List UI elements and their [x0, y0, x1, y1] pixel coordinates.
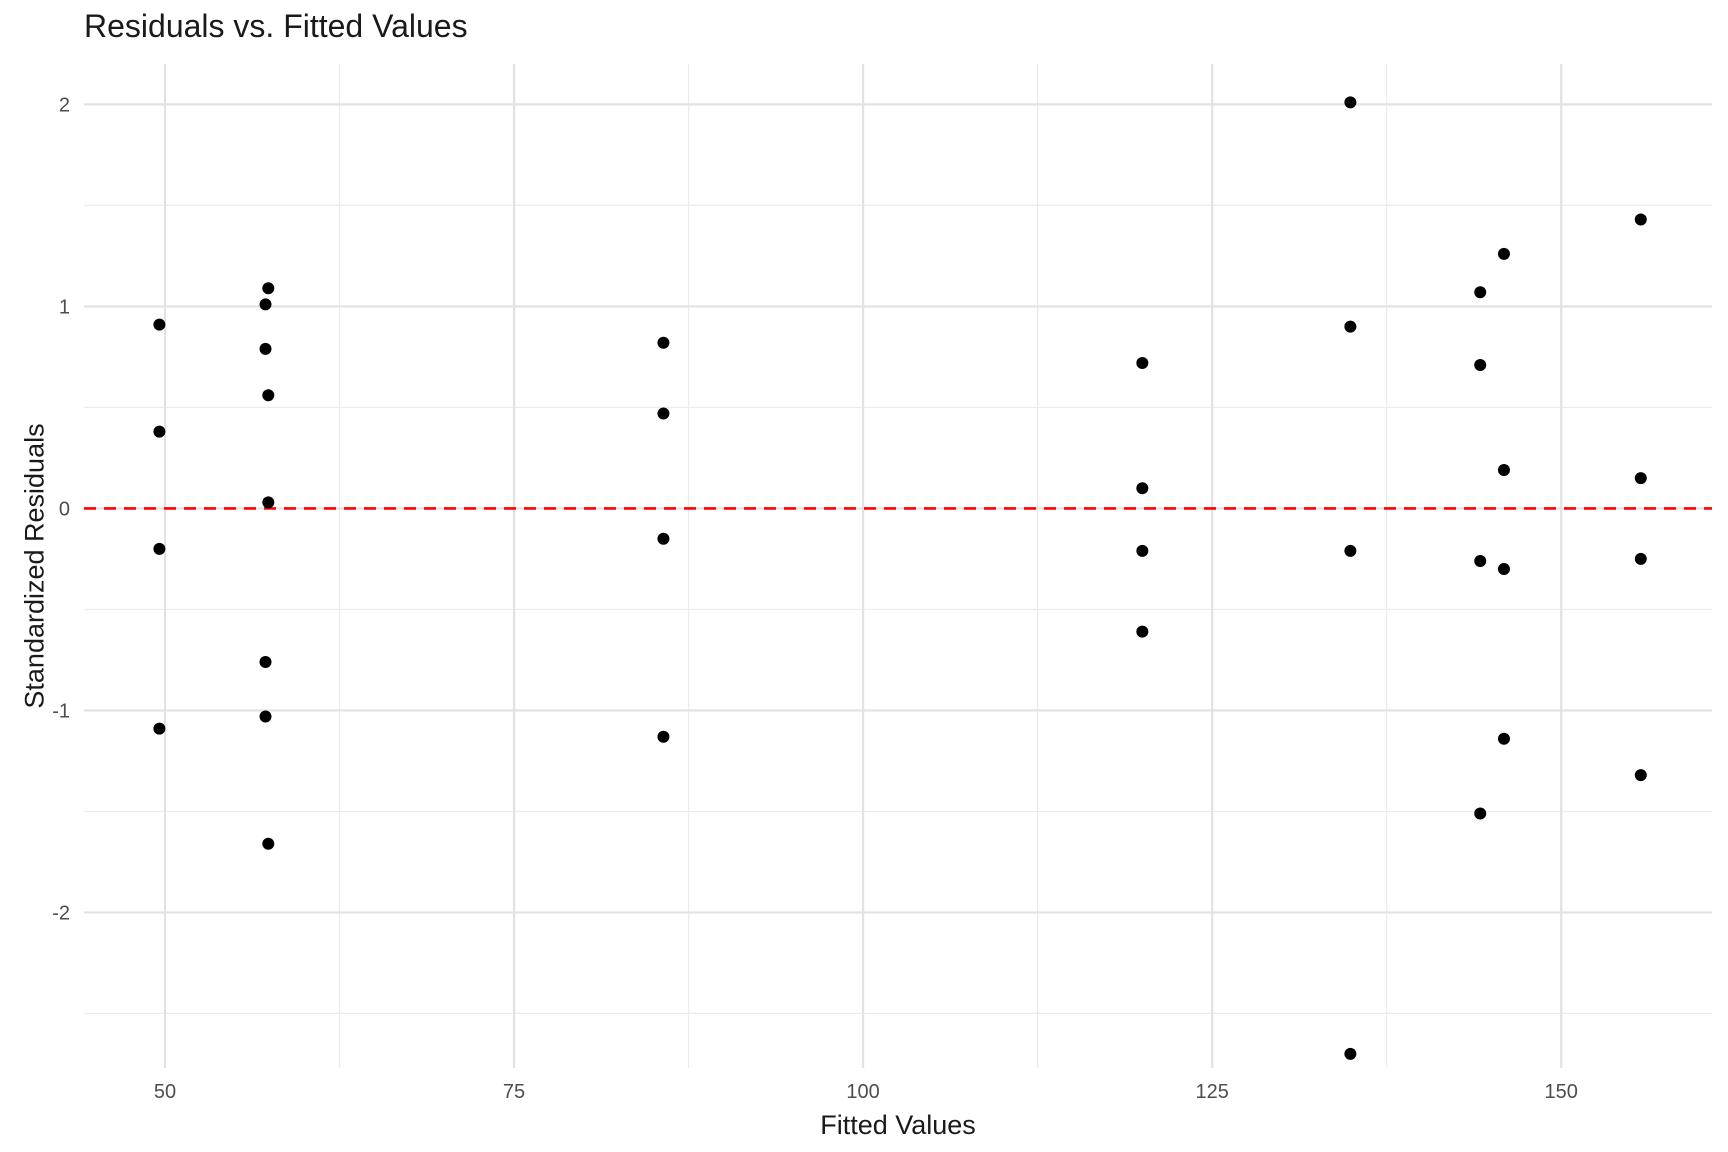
- data-point: [1634, 472, 1647, 485]
- data-point: [1497, 464, 1510, 477]
- data-point: [1344, 96, 1357, 109]
- data-point: [262, 837, 275, 850]
- data-point: [657, 407, 670, 420]
- data-point: [259, 298, 272, 311]
- data-point: [1497, 732, 1510, 745]
- x-tick-label: 125: [1195, 1081, 1228, 1103]
- y-tick-label: -2: [52, 902, 70, 924]
- y-tick-label: 2: [59, 94, 70, 116]
- data-point: [1634, 552, 1647, 565]
- data-point: [1497, 247, 1510, 260]
- y-tick-label: 1: [59, 296, 70, 318]
- data-points: [153, 96, 1647, 1060]
- data-point: [259, 342, 272, 355]
- x-axis-title: Fitted Values: [820, 1110, 976, 1140]
- data-point: [259, 710, 272, 723]
- data-point: [153, 425, 166, 438]
- data-point: [1136, 625, 1149, 638]
- data-point: [153, 722, 166, 735]
- data-point: [153, 318, 166, 331]
- x-tick-label: 50: [154, 1081, 176, 1103]
- data-point: [1474, 554, 1487, 567]
- x-tick-label: 75: [503, 1081, 525, 1103]
- data-point: [262, 496, 275, 509]
- data-point: [1474, 286, 1487, 299]
- data-point: [262, 389, 275, 402]
- data-point: [1344, 320, 1357, 333]
- data-point: [1474, 807, 1487, 820]
- data-point: [657, 336, 670, 349]
- data-point: [1136, 482, 1149, 495]
- x-tick-label: 150: [1545, 1081, 1578, 1103]
- y-tick-label: -1: [52, 700, 70, 722]
- data-point: [657, 730, 670, 743]
- data-point: [657, 532, 670, 545]
- data-point: [1136, 544, 1149, 557]
- data-point: [1634, 769, 1647, 782]
- x-tick-label: 100: [846, 1081, 879, 1103]
- y-tick-label: 0: [59, 498, 70, 520]
- data-point: [1136, 356, 1149, 369]
- y-axis-title: Standardized Residuals: [19, 423, 49, 708]
- data-point: [259, 655, 272, 668]
- data-point: [1497, 563, 1510, 576]
- data-point: [262, 282, 275, 295]
- major-grid: [84, 64, 1712, 1068]
- minor-grid: [84, 64, 1712, 1068]
- y-axis-tick-labels: -2 -1 0 1 2: [52, 94, 70, 924]
- data-point: [1474, 358, 1487, 371]
- data-point: [1344, 544, 1357, 557]
- x-axis-tick-labels: 50 75 100 125 150: [154, 1081, 1578, 1103]
- data-point: [1344, 1047, 1357, 1060]
- data-point: [153, 542, 166, 555]
- data-point: [1634, 213, 1647, 226]
- chart-title: Residuals vs. Fitted Values: [84, 8, 468, 44]
